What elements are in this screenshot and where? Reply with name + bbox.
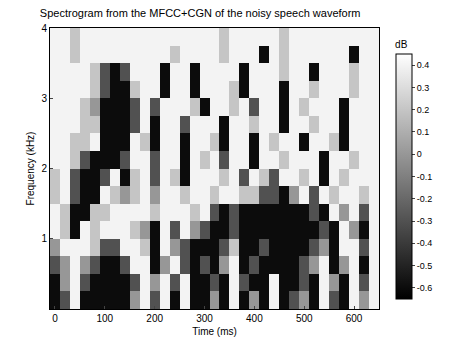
svg-text:200: 200 (146, 313, 163, 324)
svg-text:-0.1: -0.1 (417, 172, 433, 182)
svg-text:-0.2: -0.2 (417, 194, 433, 204)
svg-text:100: 100 (96, 313, 113, 324)
svg-text:Spectrogram from the MFCC+CGN: Spectrogram from the MFCC+CGN of the noi… (40, 7, 361, 19)
svg-text:600: 600 (346, 313, 363, 324)
svg-text:-0.5: -0.5 (417, 261, 433, 271)
svg-text:0.2: 0.2 (417, 105, 430, 115)
svg-text:0: 0 (417, 149, 422, 159)
svg-text:500: 500 (296, 313, 313, 324)
svg-text:-0.3: -0.3 (417, 216, 433, 226)
svg-text:0.1: 0.1 (417, 127, 430, 137)
svg-text:2: 2 (41, 163, 47, 174)
svg-text:Time (ms): Time (ms) (192, 326, 237, 337)
svg-text:300: 300 (196, 313, 213, 324)
svg-text:dB: dB (395, 39, 408, 50)
svg-text:1: 1 (41, 233, 47, 244)
svg-text:0.4: 0.4 (417, 60, 430, 70)
svg-text:-0.4: -0.4 (417, 238, 433, 248)
svg-text:0: 0 (52, 313, 58, 324)
svg-text:-0.6: -0.6 (417, 283, 433, 293)
svg-text:4: 4 (41, 23, 47, 34)
svg-text:400: 400 (246, 313, 263, 324)
svg-text:0.3: 0.3 (417, 83, 430, 93)
svg-text:3: 3 (41, 93, 47, 104)
svg-text:Frequency (kHz): Frequency (kHz) (25, 132, 36, 206)
